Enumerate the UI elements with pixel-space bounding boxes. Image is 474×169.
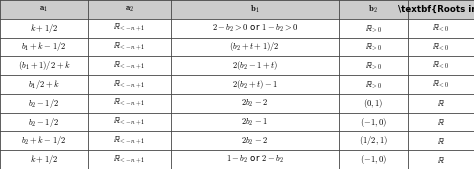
- Bar: [0, 38, 474, 56]
- Text: $\mathbf{b_2}$: $\mathbf{b_2}$: [368, 4, 378, 15]
- Text: $(b_1+1)/2+k$: $(b_1+1)/2+k$: [18, 59, 70, 72]
- Text: $b_2+k-1/2$: $b_2+k-1/2$: [21, 134, 66, 147]
- Text: $\mathbb{R}_{>0}$: $\mathbb{R}_{>0}$: [365, 42, 382, 52]
- Bar: [0, 75, 474, 94]
- Text: $1-b_2$ or $2-b_2$: $1-b_2$ or $2-b_2$: [226, 154, 284, 165]
- Text: $\mathbb{R}$: $\mathbb{R}$: [437, 117, 445, 127]
- Text: $(-1,0)$: $(-1,0)$: [360, 116, 387, 129]
- Text: $b_1+k-1/2$: $b_1+k-1/2$: [21, 40, 66, 53]
- Text: $\mathbb{R}$: $\mathbb{R}$: [437, 98, 445, 108]
- Text: $k+1/2$: $k+1/2$: [29, 153, 58, 166]
- Text: $\mathbb{R}_{<0}$: $\mathbb{R}_{<0}$: [432, 41, 449, 53]
- Text: $\mathbb{R}$: $\mathbb{R}$: [437, 155, 445, 165]
- Text: $\mathbf{b_1}$: $\mathbf{b_1}$: [250, 4, 260, 15]
- Text: $2b_2-2$: $2b_2-2$: [241, 98, 268, 109]
- Bar: [0, 113, 474, 131]
- Text: $(b_2+t+1)/2$: $(b_2+t+1)/2$: [229, 40, 280, 53]
- Text: $\mathbb{R}_{<-n+1}$: $\mathbb{R}_{<-n+1}$: [113, 22, 146, 34]
- Bar: [0, 56, 474, 75]
- Text: $2b_2-1$: $2b_2-1$: [241, 116, 268, 128]
- Text: $\mathbb{R}_{<-n+1}$: $\mathbb{R}_{<-n+1}$: [113, 60, 146, 72]
- Text: $2(b_2-1+t)$: $2(b_2-1+t)$: [232, 59, 278, 72]
- Bar: [0, 19, 474, 38]
- Text: $(1/2,1)$: $(1/2,1)$: [359, 134, 388, 147]
- Text: $2(b_2+t)-1$: $2(b_2+t)-1$: [232, 78, 278, 91]
- Text: $2b_2-2$: $2b_2-2$: [241, 135, 268, 147]
- Bar: [0, 0, 474, 19]
- Text: $2-b_2>0$ or $1-b_2>0$: $2-b_2>0$ or $1-b_2>0$: [211, 22, 298, 34]
- Text: $\mathbb{R}_{>0}$: $\mathbb{R}_{>0}$: [365, 79, 382, 90]
- Text: $\mathbb{R}_{>0}$: $\mathbb{R}_{>0}$: [365, 23, 382, 34]
- Text: $(-1,0)$: $(-1,0)$: [360, 153, 387, 166]
- Text: $k+1/2$: $k+1/2$: [29, 22, 58, 35]
- Text: $\mathbb{R}_{<-n+1}$: $\mathbb{R}_{<-n+1}$: [113, 135, 146, 147]
- Bar: [0, 94, 474, 113]
- Text: $b_1/2+k$: $b_1/2+k$: [28, 78, 60, 91]
- Text: $\mathbb{R}_{<-n+1}$: $\mathbb{R}_{<-n+1}$: [113, 78, 146, 91]
- Text: $b_2-1/2$: $b_2-1/2$: [28, 97, 59, 110]
- Text: $\mathbb{R}_{<0}$: $\mathbb{R}_{<0}$: [432, 60, 449, 71]
- Text: $\mathbb{R}_{<-n+1}$: $\mathbb{R}_{<-n+1}$: [113, 97, 146, 109]
- Bar: [0, 150, 474, 169]
- Text: $\mathbb{R}_{<-n+1}$: $\mathbb{R}_{<-n+1}$: [113, 116, 146, 128]
- Text: $\mathbf{a_1}$: $\mathbf{a_1}$: [39, 5, 48, 14]
- Bar: [0, 131, 474, 150]
- Text: $(0,1)$: $(0,1)$: [363, 97, 383, 110]
- Text: $\mathbb{R}$: $\mathbb{R}$: [437, 136, 445, 146]
- Text: $\mathbf{a_2}$: $\mathbf{a_2}$: [125, 5, 134, 14]
- Text: $\mathbb{R}_{<-n+1}$: $\mathbb{R}_{<-n+1}$: [113, 154, 146, 166]
- Text: $\mathbb{R}_{>0}$: $\mathbb{R}_{>0}$: [365, 60, 382, 71]
- Text: $b_2-1/2$: $b_2-1/2$: [28, 116, 59, 129]
- Text: $\mathbb{R}_{<0}$: $\mathbb{R}_{<0}$: [432, 22, 449, 34]
- Text: \textbf{Roots in}: \textbf{Roots in}: [398, 5, 474, 14]
- Text: $\mathbb{R}_{<0}$: $\mathbb{R}_{<0}$: [432, 79, 449, 90]
- Text: $\mathbb{R}_{<-n+1}$: $\mathbb{R}_{<-n+1}$: [113, 41, 146, 53]
